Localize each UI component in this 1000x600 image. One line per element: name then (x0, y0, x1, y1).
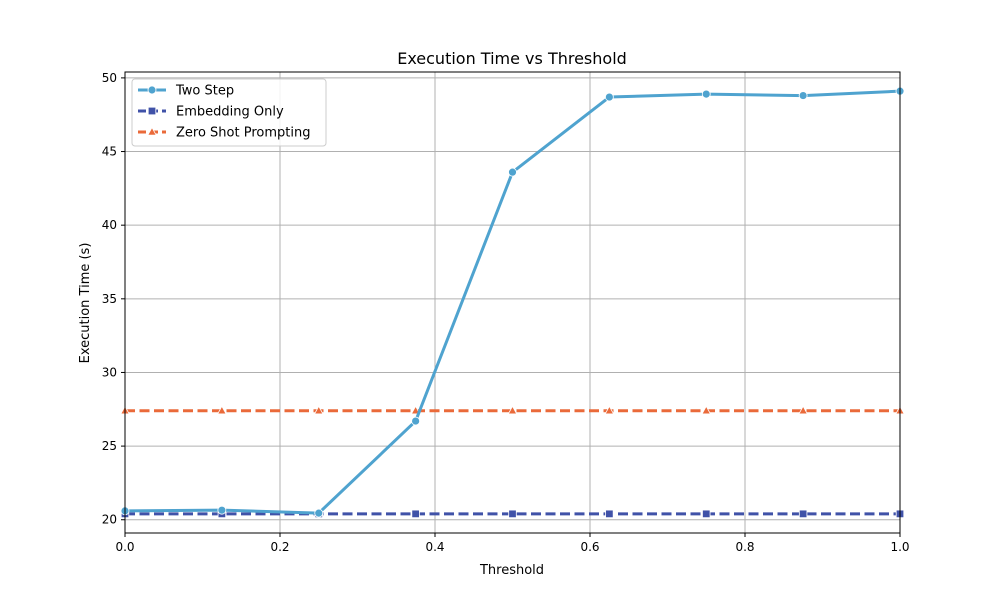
x-tick-label: 0.0 (115, 540, 134, 554)
legend-box (131, 78, 327, 147)
x-tick-label: 1.0 (890, 540, 909, 554)
data-point (798, 509, 808, 519)
data-point (798, 91, 808, 100)
legend: Two Step Embedding Only Zero Shot Promptin… (131, 78, 327, 147)
data-point (605, 509, 614, 519)
data-point (411, 416, 421, 426)
legend-label: Zero Shot Prompting (176, 126, 310, 141)
series-zero-shot-prompting (120, 405, 905, 415)
grid-lines (124, 72, 901, 533)
data-point (508, 167, 517, 177)
x-axis-label: Threshold (479, 563, 544, 578)
data-point (508, 509, 517, 519)
x-tick-label: 0.8 (735, 540, 754, 554)
y-tick-label: 40 (102, 218, 117, 232)
data-point (604, 405, 615, 415)
data-point (217, 405, 227, 415)
x-axis-ticks: 0.0 0.2 0.4 0.6 0.8 1.0 (115, 533, 910, 554)
x-tick-label: 0.4 (425, 540, 444, 554)
legend-marker (147, 126, 157, 136)
y-tick-label: 30 (102, 365, 117, 379)
y-axis-ticks: 20 25 30 35 40 45 50 (102, 71, 125, 527)
y-tick-label: 25 (102, 439, 117, 453)
x-tick-label: 0.6 (580, 540, 599, 554)
data-point (702, 509, 711, 519)
data-point (411, 509, 420, 519)
y-tick-label: 20 (102, 513, 117, 527)
y-axis-label: Execution Time (s) (78, 243, 93, 364)
data-point (217, 505, 227, 515)
legend-item: Two Step (138, 84, 234, 99)
legend-marker (147, 106, 157, 116)
legend-label: Two Step (175, 84, 234, 99)
legend-item: Zero Shot Prompting (138, 126, 310, 141)
data-point (604, 92, 614, 102)
data-point (701, 89, 711, 99)
data-point (507, 405, 518, 415)
legend-label: Embedding Only (176, 105, 284, 120)
data-point (313, 405, 324, 415)
data-point (798, 405, 808, 415)
series-two-step (120, 86, 905, 518)
y-tick-label: 35 (102, 292, 117, 306)
y-tick-label: 45 (102, 145, 117, 159)
plot-area-frame (124, 71, 901, 534)
legend-marker (147, 85, 157, 95)
y-tick-label: 50 (102, 71, 117, 85)
legend-item: Embedding Only (138, 105, 284, 120)
data-point (314, 508, 324, 518)
chart-title: Execution Time vs Threshold (397, 49, 627, 68)
x-tick-label: 0.2 (270, 540, 289, 554)
data-point (701, 405, 712, 415)
